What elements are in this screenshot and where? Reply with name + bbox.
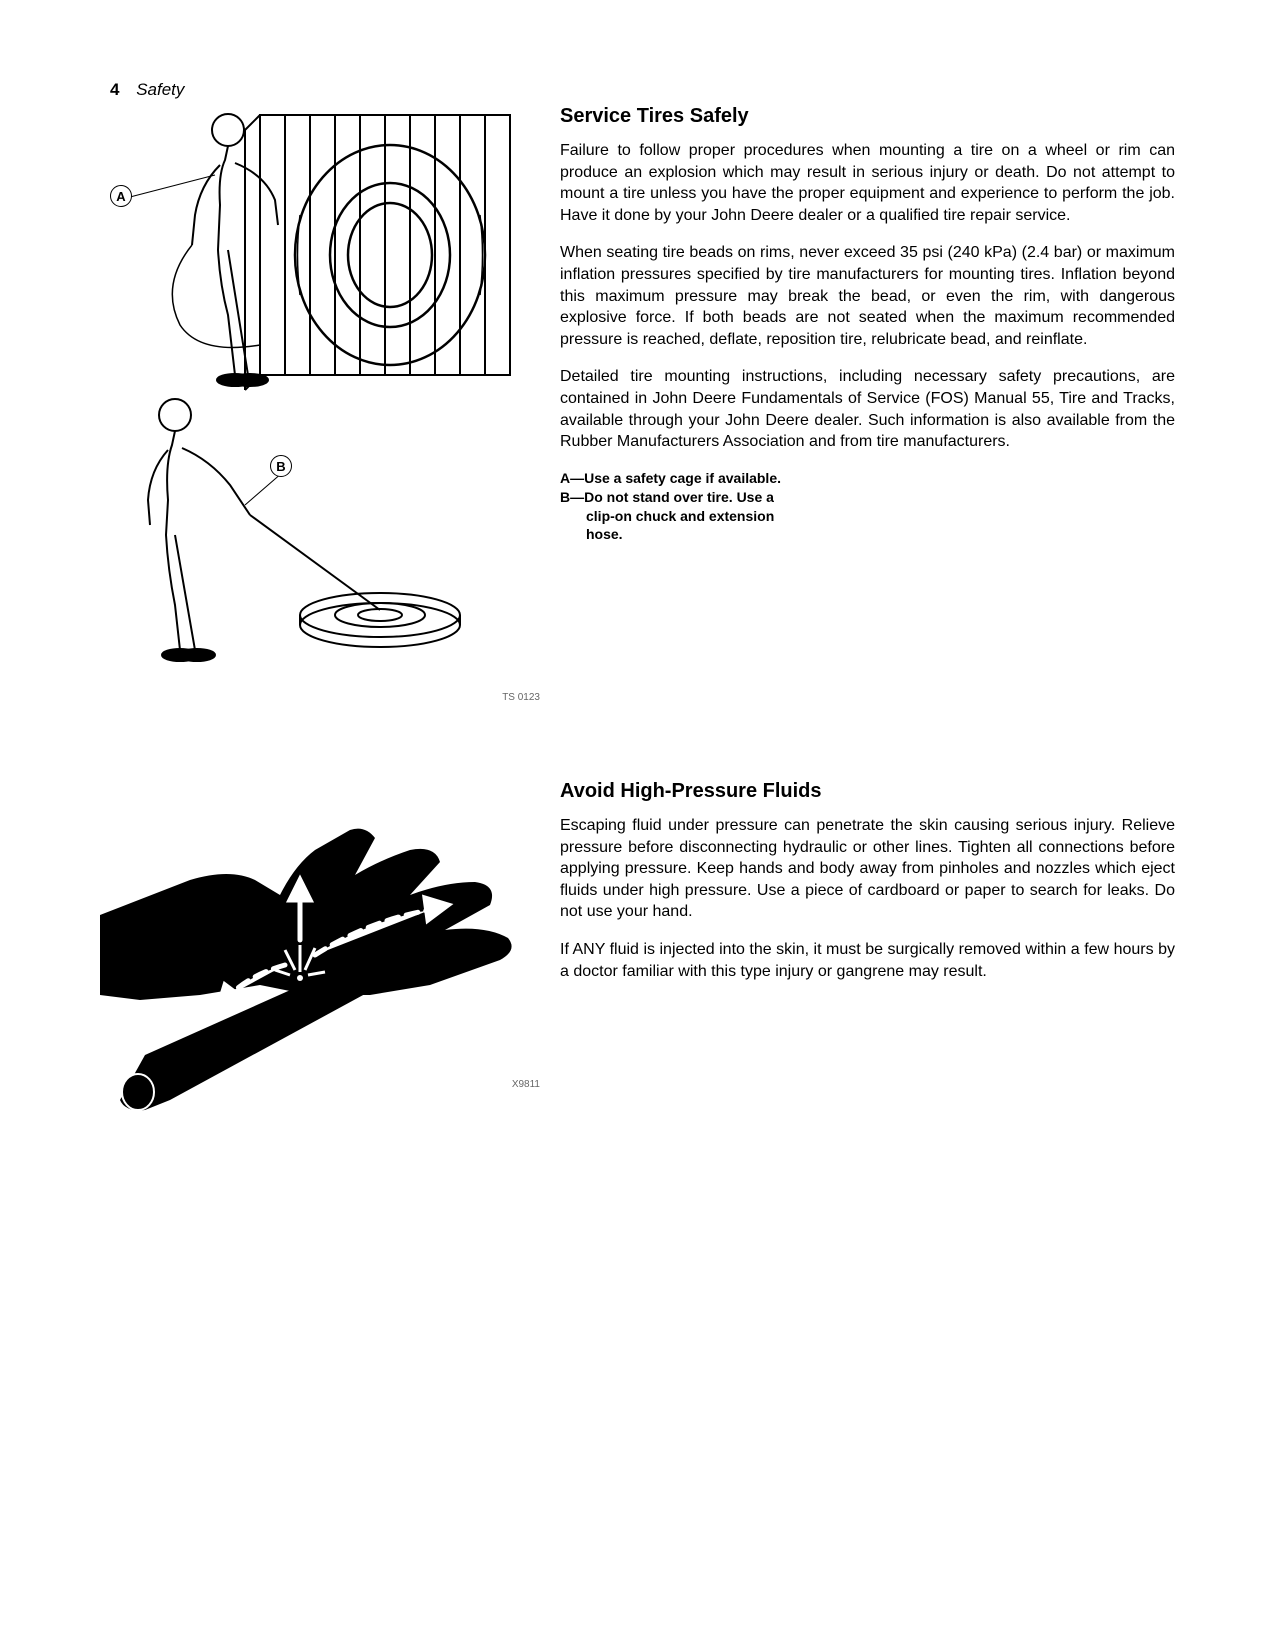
- page-header: 4 Safety: [110, 80, 184, 100]
- section-title: Safety: [136, 80, 184, 99]
- callout-b: B: [270, 455, 292, 477]
- figure-fluids: X9811: [100, 780, 530, 1120]
- legend-b3: hose.: [586, 525, 1175, 544]
- figure-code-2: X9811: [512, 1079, 540, 1090]
- legend-a: A—Use a safety cage if available.: [560, 469, 1175, 488]
- tire-safety-illustration: [100, 105, 520, 665]
- section1-text: Service Tires Safely Failure to follow p…: [530, 105, 1175, 665]
- para-2-1: Escaping fluid under pressure can penetr…: [560, 815, 1175, 923]
- heading-fluids: Avoid High-Pressure Fluids: [560, 780, 1175, 803]
- legend-block: A—Use a safety cage if available. B—Do n…: [560, 469, 1175, 545]
- para-1-3: Detailed tire mounting instructions, inc…: [560, 366, 1175, 452]
- high-pressure-illustration: [100, 820, 520, 1120]
- callout-a: A: [110, 185, 132, 207]
- figure-code-1: TS 0123: [502, 692, 540, 703]
- legend-b: B—Do not stand over tire. Use a: [560, 488, 1175, 507]
- para-1-1: Failure to follow proper procedures when…: [560, 140, 1175, 226]
- para-2-2: If ANY fluid is injected into the skin, …: [560, 939, 1175, 982]
- figure-tires: A B: [100, 105, 530, 665]
- para-1-2: When seating tire beads on rims, never e…: [560, 242, 1175, 350]
- section-tires: A B: [100, 105, 1175, 665]
- page-number: 4: [110, 80, 119, 99]
- heading-tires: Service Tires Safely: [560, 105, 1175, 128]
- section-fluids: X9811 Avoid High-Pressure Fluids Escapin…: [100, 780, 1175, 1120]
- section2-text: Avoid High-Pressure Fluids Escaping flui…: [530, 780, 1175, 1120]
- legend-b2: clip-on chuck and extension: [586, 507, 1175, 526]
